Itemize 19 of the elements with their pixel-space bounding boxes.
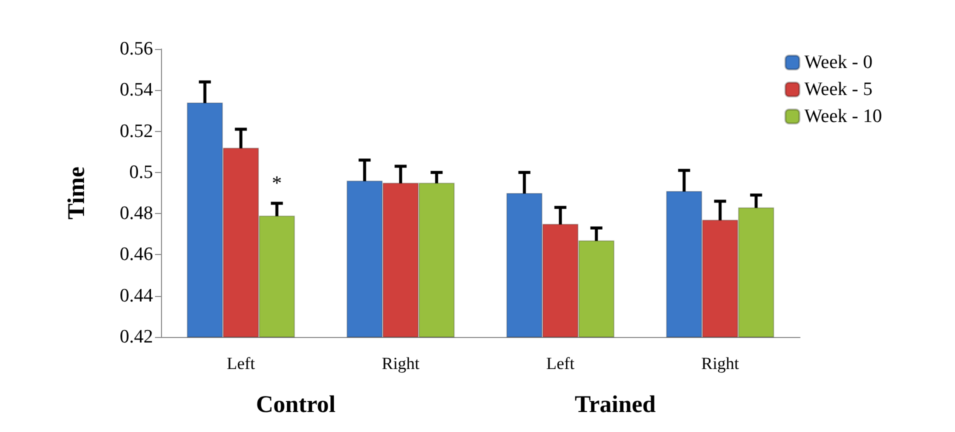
- y-tick-label: 0.42: [120, 326, 153, 348]
- text: Control: [256, 392, 336, 418]
- legend-label: Week - 10: [804, 106, 882, 127]
- y-tick-label: 0.56: [120, 38, 153, 60]
- y-tick-label: 0.46: [120, 244, 153, 266]
- x-tick-label: Right: [382, 354, 420, 373]
- text: Trained: [574, 392, 656, 418]
- y-tick-label: 0.48: [120, 203, 153, 224]
- x-tick-label: Left: [226, 354, 256, 373]
- x-tick-label: Right: [701, 354, 740, 373]
- y-tick-label: 0.54: [120, 80, 154, 101]
- y-tick-label: 0.44: [120, 285, 154, 306]
- data-label: *: [272, 172, 282, 195]
- legend-label: Week - 0: [804, 52, 873, 73]
- x-tick-label: Left: [546, 354, 575, 373]
- y-tick-label: 0.52: [120, 120, 153, 142]
- y-tick-label: 0.5: [129, 162, 153, 183]
- y-axis-title: Time: [64, 166, 90, 220]
- legend-label: Week - 5: [804, 79, 873, 100]
